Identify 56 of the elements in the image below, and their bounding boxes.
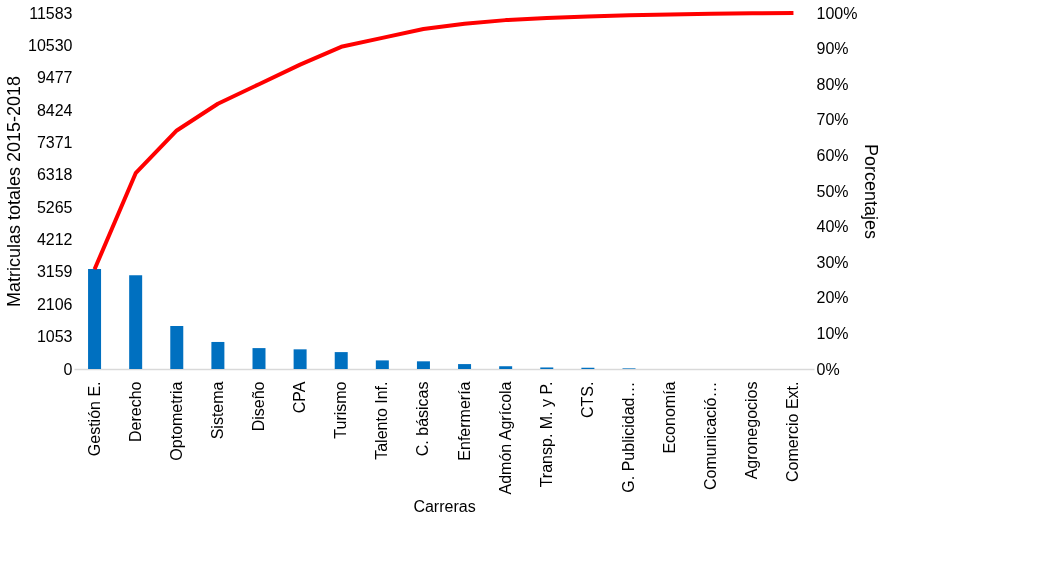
y2-tick-label: 60% [816,146,849,164]
y2-tick-label: 0% [816,360,840,378]
y2-tick-label: 70% [816,111,849,129]
y-tick-label: 0 [63,360,73,378]
y-tick-label: 7371 [36,133,73,151]
y-tick-label: 1053 [36,328,73,346]
bar [252,348,266,369]
x-tick-label: Admón Agrícola [496,381,514,495]
x-tick-label: Turismo [332,381,350,439]
y-tick-label: 9477 [36,69,73,87]
x-tick-label: Transp. M. y P. [537,381,555,488]
x-tick-label: Enfermería [455,381,473,461]
x-tick-label: Economía [661,381,679,454]
y2-axis-title: Porcentajes [861,143,882,240]
y-tick-label: 2106 [36,295,73,313]
bar [293,349,307,369]
x-tick-label: CPA [291,381,309,414]
y-tick-label: 3159 [36,263,73,281]
line-series [92,11,796,272]
bar [211,341,225,369]
bar [88,269,102,369]
y-tick-label: 5265 [36,198,73,216]
y-tick-label: 6318 [36,166,73,184]
y-tick-label: 8424 [36,101,73,119]
y2-tick-label: 100% [816,4,858,22]
y2-tick-label: 40% [816,218,849,236]
x-tick-label: C. básicas [414,381,432,457]
x-tick-label: G. Publicidad… [620,381,637,493]
y2-tick-label: 10% [816,324,849,342]
y-tick-label: 11583 [29,4,73,22]
x-tick-label: Sistema [208,381,226,440]
bar [416,361,430,369]
x-tick-label: Diseño [250,381,267,432]
y-axis-title: Matriculas totales 2015-2018 [4,75,25,308]
x-tick-label: Talento Inf. [373,381,391,460]
y2-tick-label: 80% [816,75,849,93]
y-tick-label: 4212 [36,231,73,249]
y2-tick-label: 90% [816,40,849,58]
x-tick-label: Optometria [167,381,185,461]
bar [334,352,348,369]
bar [375,360,389,369]
bar [129,275,143,369]
y2-tick-label: 30% [816,253,849,271]
x-tick-label: Gestión E. [85,381,103,457]
bar [499,366,513,369]
x-tick-label: Comunicació… [702,381,720,490]
bar [170,325,184,369]
x-axis-title: Carreras [413,498,476,516]
y2-tick-label: 20% [816,289,849,307]
y2-tick-label: 50% [816,182,849,200]
x-tick-label: Comercio Ext. [784,381,802,482]
y-tick-label: 10530 [28,36,73,54]
x-tick-label: Derecho [126,381,144,442]
x-tick-label: Agronegocios [743,381,761,480]
bar [458,364,472,369]
x-tick-label: CTS. [578,381,596,418]
